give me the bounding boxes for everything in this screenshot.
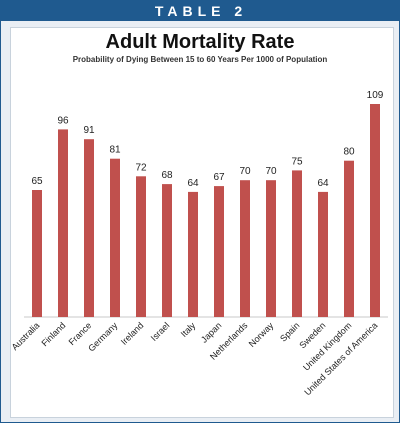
bar-sweden: [318, 191, 328, 317]
chart-title: Adult Mortality Rate: [106, 31, 295, 53]
value-label: 96: [57, 115, 69, 126]
bar-israel: [162, 184, 172, 317]
category-label: Norway: [247, 320, 276, 349]
bar-australia: [32, 190, 42, 317]
value-label: 64: [187, 178, 199, 189]
bar-united-states-of-america: [370, 104, 380, 317]
bar-germany: [110, 158, 120, 317]
value-label: 91: [83, 125, 95, 136]
bar-united-kingdom: [344, 160, 354, 317]
bar-norway: [266, 180, 276, 317]
bars-group: [32, 104, 380, 317]
value-label: 68: [161, 170, 173, 181]
value-label: 70: [265, 166, 277, 177]
table-header: [1, 1, 400, 21]
category-label: Japan: [199, 320, 223, 344]
category-label: Italy: [179, 320, 198, 339]
category-label: Israel: [149, 320, 172, 343]
value-label: 81: [109, 145, 121, 156]
table-header-label: TABLE 2: [154, 3, 248, 19]
value-label: 72: [135, 162, 147, 173]
value-label: 80: [343, 147, 355, 158]
value-label: 70: [239, 166, 251, 177]
bar-france: [84, 139, 94, 317]
bar-italy: [188, 191, 198, 317]
value-label: 109: [367, 90, 384, 101]
bar-japan: [214, 186, 224, 317]
value-label: 75: [291, 156, 303, 167]
category-label: Finland: [39, 320, 67, 348]
value-label: 67: [213, 172, 225, 183]
category-label: Ireland: [119, 320, 146, 347]
bar-spain: [292, 170, 302, 317]
category-label: Australia: [10, 320, 42, 352]
category-label: Germany: [86, 320, 120, 354]
value-labels-group: 65 96 91 81 72 68 64 67 70 70 75 64 80 109: [31, 90, 383, 189]
chart-panel: [10, 27, 394, 418]
bar-netherlands: [240, 180, 250, 317]
bar-ireland: [136, 176, 146, 317]
value-label: 64: [317, 178, 329, 189]
category-label: Spain: [278, 320, 301, 343]
chart-subtitle: Probability of Dying Between 15 to 60 Ye…: [73, 55, 328, 64]
value-label: 65: [31, 176, 43, 187]
bar-finland: [58, 129, 68, 317]
